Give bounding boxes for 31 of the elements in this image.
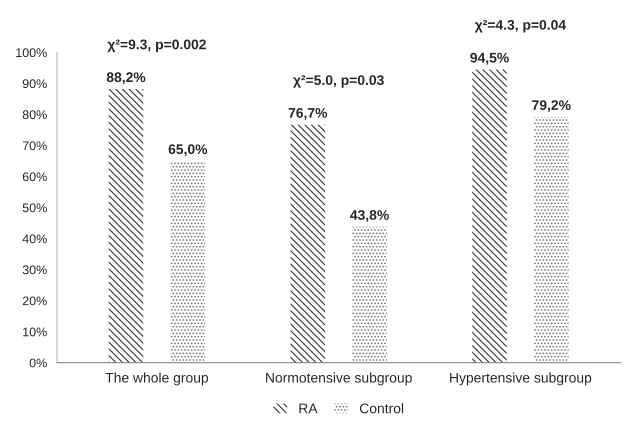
bar [472, 70, 507, 363]
bar [534, 116, 569, 363]
data-label: 76,7% [288, 108, 328, 120]
y-tick-label: 70% [22, 141, 47, 150]
legend-label: Control [360, 403, 404, 414]
legend-label: RA [299, 404, 318, 414]
y-tick-label: 10% [23, 327, 47, 336]
y-tick-label: 20% [22, 296, 47, 306]
bar [290, 124, 326, 363]
bar [108, 89, 144, 363]
y-tick-label: 40% [22, 234, 47, 244]
data-label: 88,2% [106, 72, 146, 84]
x-tick-label: Normotensive subgroup [266, 372, 412, 386]
bar [170, 161, 206, 363]
y-tick-label: 90% [22, 79, 47, 88]
y-tick-label: 30% [22, 265, 47, 274]
y-tick-label: 0% [30, 358, 47, 368]
data-label: 43,8% [350, 210, 389, 222]
y-tick-label: 50% [22, 203, 47, 212]
data-label: 79,2% [532, 100, 571, 112]
y-tick-label: 60% [22, 172, 47, 182]
annotation: χ²=5.0, p=0.03 [293, 75, 384, 88]
y-tick-label: 100% [16, 48, 47, 58]
x-tick-label: The whole group [106, 372, 208, 386]
data-label: 65,0% [168, 144, 208, 156]
x-tick-label: Hypertensive subgroup [450, 372, 592, 386]
y-tick-label: 80% [22, 110, 47, 120]
text: χ²=4.3, p=0.04 [474, 20, 566, 33]
data-label: 94,5% [470, 52, 509, 65]
text: χ²=9.3, p=0.002 [107, 40, 206, 52]
bar [352, 226, 387, 363]
